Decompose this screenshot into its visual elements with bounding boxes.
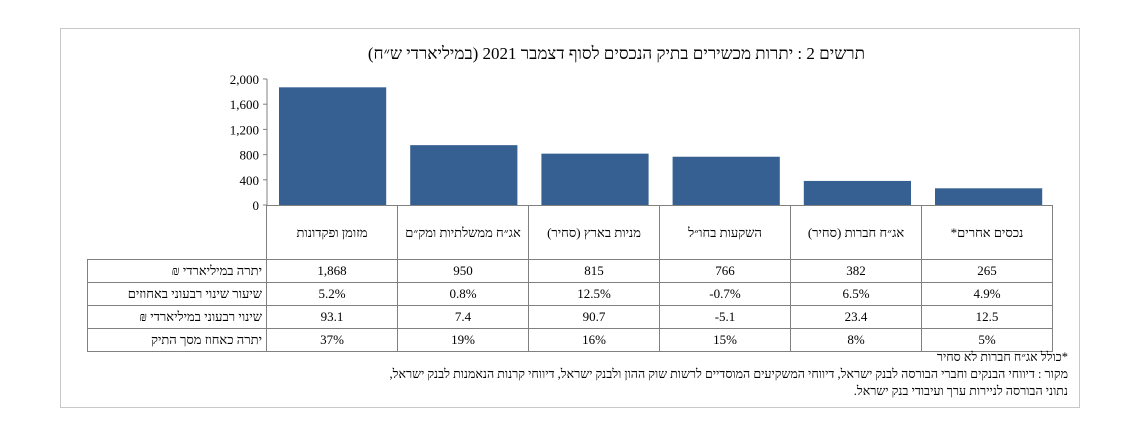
source-note: מקור : דיווחי הבנקים וחברי הבורסה לבנק י… — [389, 367, 1068, 381]
table-cell: 265 — [921, 259, 1053, 283]
chart-title: תרשים 2 : יתרות מכשירים בתיק הנכסים לסוף… — [367, 44, 865, 63]
table-cell: -5.1 — [659, 305, 791, 329]
bar — [410, 145, 518, 205]
category-label: השקעות בחו״ל — [659, 205, 791, 260]
row-label: שיעור שינוי רבעוני באחוזים — [87, 282, 267, 306]
table-row: שיעור שינוי רבעוני באחוזים 5.2% 0.8% 12.5% -… — [87, 282, 1053, 306]
bar — [541, 153, 649, 205]
y-tick-label: 1,600 — [230, 97, 259, 112]
category-label: מניות בארץ (סחיר) — [528, 205, 660, 260]
table-cell: 12.5 — [921, 305, 1053, 329]
chart-frame — [60, 28, 1080, 408]
table-cell: 12.5% — [528, 282, 660, 306]
y-tick-label: 2,000 — [230, 72, 259, 87]
table-cell: 950 — [397, 259, 529, 283]
table-cell: -0.7% — [659, 282, 791, 306]
table-cell: 37% — [266, 328, 398, 352]
table-cell: 6.5% — [790, 282, 922, 306]
category-label: נכסים אחרים* — [921, 205, 1053, 260]
table-cell: 4.9% — [921, 282, 1053, 306]
bar — [279, 87, 387, 205]
bar — [803, 180, 911, 205]
table-cell: 16% — [528, 328, 660, 352]
notes: *כולל אג״ח חברות לא סחיר מקור : דיווחי ה… — [200, 349, 1080, 400]
source-note-cont: נתוני הבורסה לניירות ערך ועיבודי בנק ישר… — [853, 384, 1068, 398]
table-cell: 0.8% — [397, 282, 529, 306]
category-label: אג״ח ממשלתיות ומק״ם — [397, 205, 529, 260]
y-tick-label: 1,200 — [230, 122, 259, 137]
y-tick-label: 800 — [240, 148, 260, 163]
table-cell: 382 — [790, 259, 922, 283]
data-table: מזומן ופקדונות אג״ח ממשלתיות ומק״ם מניות ב… — [87, 205, 1053, 352]
table-cell: 19% — [397, 328, 529, 352]
category-label: אג״ח חברות (סחיר) — [790, 205, 922, 260]
table-cell: 93.1 — [266, 305, 398, 329]
table-cell: 5.2% — [266, 282, 398, 306]
table-cell: 15% — [659, 328, 791, 352]
table-cell: 90.7 — [528, 305, 660, 329]
table-row: יתרה במיליארדי ₪ 1,868 950 815 766 382 265 — [87, 259, 1053, 283]
table-header-row: מזומן ופקדונות אג״ח ממשלתיות ומק״ם מניות ב… — [87, 205, 1053, 260]
footnote: *כולל אג״ח חברות לא סחיר — [936, 350, 1068, 364]
row-label: יתרה במיליארדי ₪ — [87, 259, 267, 283]
table-row: שינוי רבעוני במיליארדי ₪ 93.1 7.4 90.7 -5.1 2… — [87, 305, 1053, 329]
table-cell: 5% — [921, 328, 1053, 352]
category-label: מזומן ופקדונות — [266, 205, 398, 260]
table-cell: 8% — [790, 328, 922, 352]
table-cell: 23.4 — [790, 305, 922, 329]
table-cell: 815 — [528, 259, 660, 283]
table-row: יתרה כאחוז מסך התיק 37% 19% 16% 15% 8% 5% — [87, 328, 1053, 352]
header-empty-cell — [87, 205, 267, 260]
table-cell: 7.4 — [397, 305, 529, 329]
table-cell: 1,868 — [266, 259, 398, 283]
bar — [672, 156, 780, 205]
table-cell: 766 — [659, 259, 791, 283]
row-label: יתרה כאחוז מסך התיק — [87, 328, 267, 352]
y-tick-label: 400 — [240, 173, 260, 188]
bar — [935, 188, 1043, 205]
row-label: שינוי רבעוני במיליארדי ₪ — [87, 305, 267, 329]
